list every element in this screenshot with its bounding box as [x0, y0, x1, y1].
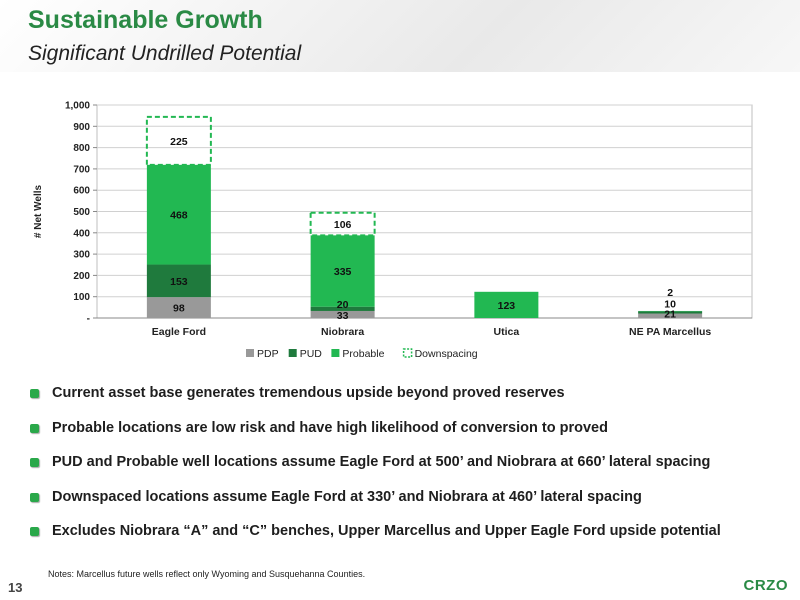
bar-pud: [310, 306, 375, 311]
y-tick-label: -: [87, 314, 90, 325]
x-tick-label: NE PA Marcellus: [629, 326, 711, 338]
y-tick-label: 700: [73, 164, 90, 175]
x-tick-label: Niobrara: [321, 326, 364, 338]
bullet-icon: [30, 527, 39, 536]
bullet-text: PUD and Probable well locations assume E…: [52, 454, 711, 470]
y-tick-label: 300: [73, 250, 90, 261]
data-label: 33: [337, 310, 349, 322]
x-tick-label: Eagle Ford: [152, 326, 206, 338]
page-title: Sustainable Growth: [28, 6, 263, 34]
data-label: 123: [498, 300, 516, 312]
y-tick-label: 400: [73, 228, 90, 239]
company-logo: CRZO: [743, 577, 788, 594]
data-label: 335: [334, 266, 352, 278]
bullet-item: Current asset base generates tremendous …: [28, 383, 788, 418]
bullet-icon: [30, 423, 39, 433]
data-label: 98: [173, 303, 185, 315]
data-label: 153: [170, 276, 188, 288]
bullet-item: Excludes Niobrara “A” and “C” benches, U…: [28, 521, 788, 556]
y-tick-label: 200: [73, 271, 90, 282]
legend-label: Probable: [342, 348, 384, 360]
data-label: 2: [667, 287, 673, 299]
data-label: 21: [664, 309, 676, 321]
legend-label: Downspacing: [415, 348, 478, 360]
bar-pud: [638, 311, 703, 314]
bullet-text: Probable locations are low risk and have…: [52, 419, 608, 436]
y-tick-label: 800: [73, 143, 90, 154]
data-label: 20: [337, 299, 349, 311]
bullet-item: Probable locations are low risk and have…: [28, 418, 788, 453]
bar-pud: [146, 264, 211, 298]
bullet-item: Downspaced locations assume Eagle Ford a…: [28, 487, 788, 522]
header-banner: Sustainable Growth Significant Undrilled…: [0, 0, 800, 72]
page-number: 13: [8, 580, 23, 595]
data-label: 106: [334, 219, 352, 231]
bar-downspacing: [309, 211, 376, 237]
bar-pdp: [310, 310, 375, 318]
page-subtitle: Significant Undrilled Potential: [28, 42, 302, 65]
x-tick-label: Utica: [494, 326, 520, 338]
y-tick-label: 100: [73, 292, 90, 303]
y-tick-label: 1,000: [65, 101, 90, 112]
data-label: 10: [664, 299, 676, 311]
net-wells-chart: - 100 200 300 400 500 600 700 800 900 1,000 # Net W…: [33, 101, 753, 360]
bullet-list: Current asset base generates tremendous …: [28, 383, 788, 556]
bullet-icon: [30, 492, 39, 502]
data-label: 225: [170, 136, 188, 148]
legend-swatch: [402, 348, 413, 358]
data-label: 468: [170, 210, 188, 222]
bar-probable: [310, 235, 375, 307]
legend-swatch: [331, 349, 340, 357]
bullet-text: Current asset base generates tremendous …: [52, 385, 565, 401]
bar-pdp: [146, 297, 211, 318]
bullet-text: Downspaced locations assume Eagle Ford a…: [52, 488, 642, 505]
bar-downspacing: [145, 115, 212, 166]
footnote: Notes: Marcellus future wells reflect on…: [48, 569, 366, 579]
bullet-icon: [30, 389, 39, 398]
bar-probable: [474, 291, 539, 318]
bar-probable: [146, 164, 211, 265]
legend-swatch: [246, 349, 254, 357]
y-tick-label: 500: [73, 207, 90, 218]
legend-label: PDP: [257, 348, 279, 360]
bullet-item: PUD and Probable well locations assume E…: [28, 452, 788, 487]
legend-swatch: [288, 349, 297, 357]
bar-pdp: [638, 313, 703, 318]
legend-label: PUD: [300, 348, 323, 360]
y-axis-label: # Net Wells: [33, 184, 44, 238]
y-tick-label: 900: [73, 122, 90, 133]
bullet-text: Excludes Niobrara “A” and “C” benches, U…: [52, 523, 721, 539]
y-tick-label: 600: [73, 186, 90, 197]
bullet-icon: [30, 458, 39, 467]
